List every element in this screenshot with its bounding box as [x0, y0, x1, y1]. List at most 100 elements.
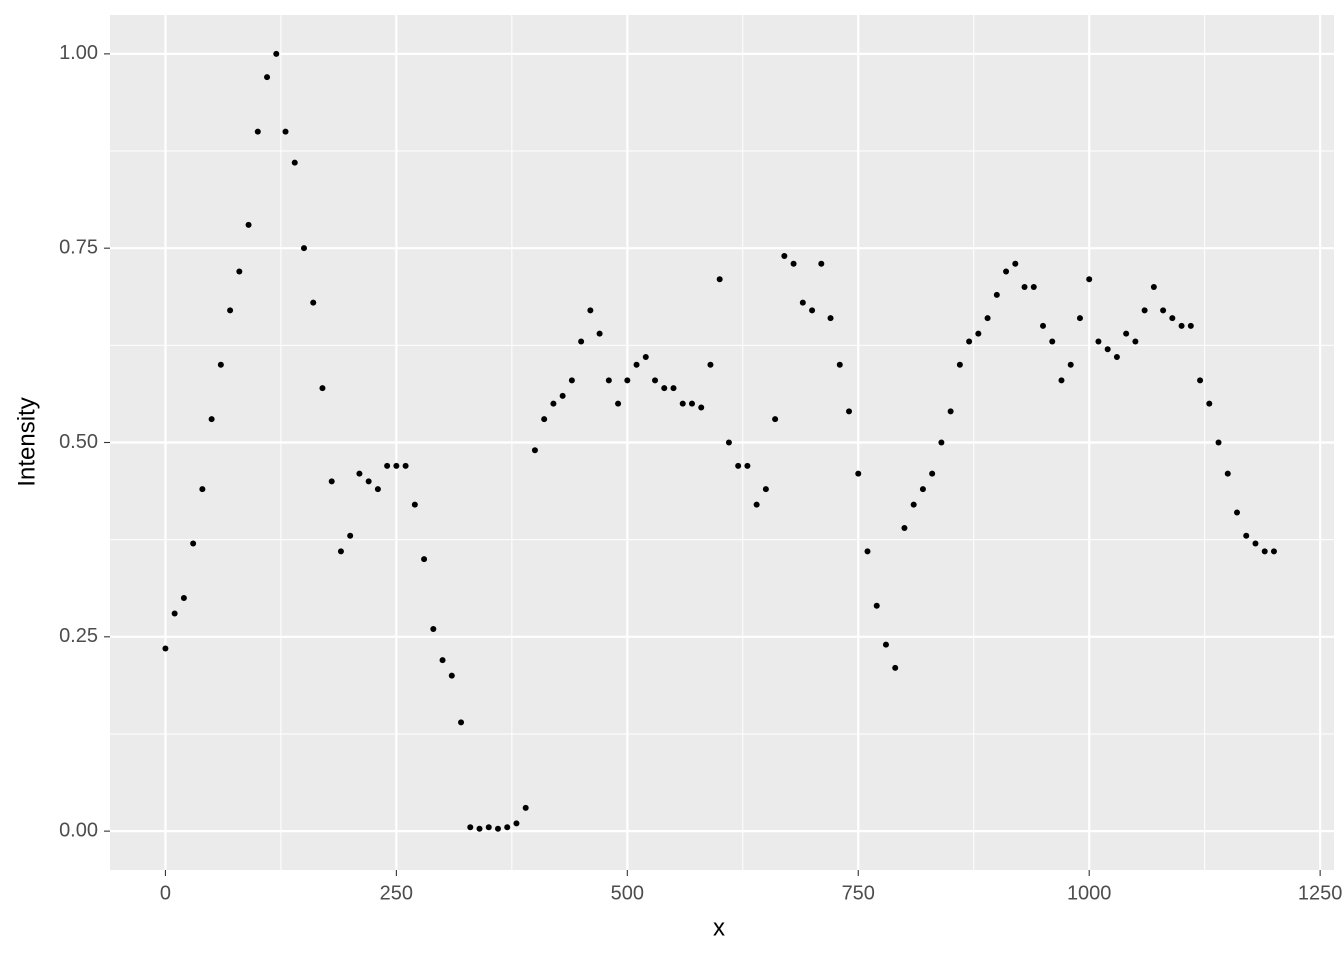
point — [1206, 400, 1213, 407]
point — [522, 804, 529, 811]
point — [319, 385, 326, 392]
point — [217, 361, 224, 368]
point — [892, 664, 899, 671]
point — [781, 252, 788, 259]
point — [1150, 284, 1157, 291]
point — [615, 400, 622, 407]
point — [716, 276, 723, 283]
point — [504, 824, 511, 831]
point — [1160, 307, 1167, 314]
point — [735, 462, 742, 469]
point — [485, 824, 492, 831]
point — [365, 478, 372, 485]
point — [1076, 315, 1083, 322]
point — [254, 128, 261, 135]
point — [300, 245, 307, 252]
point — [1086, 276, 1093, 283]
point — [393, 462, 400, 469]
point — [956, 361, 963, 368]
x-tick-label: 500 — [611, 882, 644, 904]
point — [1270, 548, 1277, 555]
y-tick-label: 0.25 — [59, 625, 98, 647]
point — [273, 50, 280, 57]
x-tick-label: 1000 — [1067, 882, 1112, 904]
point — [1095, 338, 1102, 345]
y-axis-title: Intensity — [13, 397, 40, 486]
point — [568, 377, 575, 384]
x-tick-label: 750 — [842, 882, 875, 904]
y-tick-label: 1.00 — [59, 42, 98, 64]
point — [374, 486, 381, 493]
point — [744, 462, 751, 469]
point — [873, 602, 880, 609]
point — [550, 400, 557, 407]
point — [753, 501, 760, 508]
point — [347, 532, 354, 539]
point — [236, 268, 243, 275]
point — [1261, 548, 1268, 555]
point — [661, 385, 668, 392]
point — [818, 260, 825, 267]
point — [652, 377, 659, 384]
point — [827, 315, 834, 322]
point — [1252, 540, 1259, 547]
point — [772, 416, 779, 423]
point — [171, 610, 178, 617]
point — [337, 548, 344, 555]
point — [707, 361, 714, 368]
point — [670, 385, 677, 392]
points — [162, 50, 1277, 832]
point — [1132, 338, 1139, 345]
x-tick-label: 1250 — [1298, 882, 1343, 904]
y-tick-label: 0.00 — [59, 819, 98, 841]
point — [929, 470, 936, 477]
point — [282, 128, 289, 135]
point — [993, 291, 1000, 298]
point — [430, 626, 437, 633]
point — [1224, 470, 1231, 477]
point — [1113, 354, 1120, 360]
point — [448, 672, 455, 679]
point — [356, 470, 363, 477]
point — [439, 657, 446, 664]
point — [1197, 377, 1204, 384]
point — [882, 641, 889, 648]
point — [966, 338, 973, 345]
point — [1104, 346, 1111, 353]
x-tick-label: 250 — [380, 882, 413, 904]
point — [1169, 315, 1176, 322]
point — [596, 330, 603, 337]
point — [809, 307, 816, 314]
point — [1123, 330, 1130, 337]
point — [531, 447, 538, 454]
point — [402, 462, 409, 469]
point — [725, 439, 732, 446]
point — [855, 470, 862, 477]
point — [1067, 361, 1074, 368]
point — [938, 439, 945, 446]
point — [264, 74, 271, 81]
point — [1003, 268, 1010, 275]
point — [846, 408, 853, 415]
point — [762, 486, 769, 493]
y-tick-label: 0.75 — [59, 236, 98, 258]
point — [513, 820, 520, 827]
point — [199, 486, 206, 493]
point — [688, 400, 695, 407]
point — [328, 478, 335, 485]
point — [1058, 377, 1065, 384]
point — [180, 594, 187, 601]
point — [1021, 284, 1028, 291]
point — [494, 825, 501, 832]
y-tick-label: 0.50 — [59, 431, 98, 453]
point — [975, 330, 982, 337]
point — [901, 525, 908, 531]
point — [698, 404, 705, 411]
point — [947, 408, 954, 415]
point — [984, 315, 991, 322]
point — [679, 400, 686, 407]
point — [227, 307, 234, 314]
point — [541, 416, 548, 423]
point — [1215, 439, 1222, 446]
point — [291, 159, 298, 166]
